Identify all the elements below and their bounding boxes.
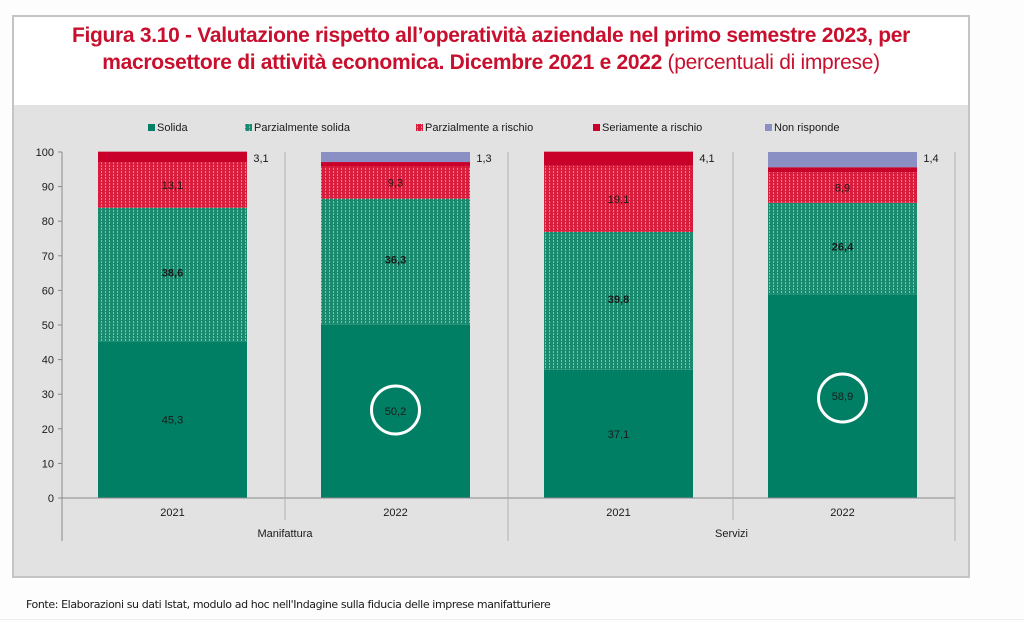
legend-swatch	[245, 124, 252, 131]
y-tick-label: 100	[36, 147, 54, 159]
data-label: 3,1	[253, 153, 268, 165]
data-label: 45,3	[162, 415, 183, 427]
y-tick-label: 70	[42, 251, 54, 263]
data-label: 8,9	[835, 182, 850, 194]
y-tick-label: 20	[42, 424, 54, 436]
legend-label: Solida	[157, 122, 188, 134]
legend-label: Non risponde	[774, 122, 839, 134]
legend-item-non-risponde: Non risponde	[765, 122, 839, 134]
y-tick-label: 30	[42, 389, 54, 401]
source-note: Fonte: Elaborazioni su dati Istat, modul…	[26, 598, 551, 611]
y-tick-label: 50	[42, 320, 54, 332]
x-tick-label: 2021	[606, 507, 630, 519]
x-group-label: Manifattura	[257, 528, 313, 540]
x-tick-label: 2022	[383, 507, 407, 519]
bar-segment-solida	[544, 369, 693, 498]
data-label: 37,1	[608, 429, 629, 441]
bar-segment-parzialmente-a-rischio	[544, 165, 693, 232]
bar-segment-seriamente-a-rischio	[768, 167, 917, 173]
y-axis: 0 10 20 30 40 50 60 70 80 90 100	[36, 147, 63, 505]
legend-label: Parzialmente a rischio	[425, 122, 533, 134]
bars	[98, 151, 917, 498]
bar-segment-parzialmente-solida	[544, 231, 693, 370]
bar-segment-solida	[768, 294, 917, 498]
legend-label: Seriamente a rischio	[602, 122, 702, 134]
data-label: 50,2	[385, 406, 406, 418]
data-label: 26,4	[832, 242, 854, 254]
bar-segment-solida	[98, 341, 247, 498]
y-tick-label: 10	[42, 458, 54, 470]
bar-segment-parzialmente-solida	[321, 198, 470, 325]
y-tick-label: 90	[42, 182, 54, 194]
value-labels: 45,3 38,6 13,1 3,1 50,2 36,3 9,3 1,3 37,1 39,8 19,…	[162, 153, 939, 441]
legend-item-parzialmente-a-rischio: Parzialmente a rischio	[416, 122, 533, 134]
data-label: 4,1	[699, 153, 714, 165]
legend-swatch	[148, 124, 155, 131]
x-tick-label: 2021	[160, 507, 184, 519]
legend-item-parzialmente-solida: Parzialmente solida	[245, 122, 351, 134]
data-label: 1,3	[476, 153, 491, 165]
bar-segment-non-risponde	[321, 152, 470, 163]
bar-segment-parzialmente-a-rischio	[768, 172, 917, 203]
x-tick-label: 2022	[830, 507, 854, 519]
legend-item-solida: Solida	[148, 122, 188, 134]
legend: Solida Parzialmente solida Parzialmente a …	[148, 122, 839, 134]
data-label: 13,1	[162, 180, 183, 192]
bar-segment-non-risponde	[768, 152, 917, 168]
chart-title-unit: (percentuali di imprese)	[662, 51, 881, 74]
bar-segment-solida	[321, 324, 470, 498]
legend-swatch	[593, 124, 600, 131]
y-tick-label: 40	[42, 355, 54, 367]
y-tick-label: 80	[42, 216, 54, 228]
y-tick-label: 0	[48, 493, 54, 505]
highlight-circle	[370, 384, 421, 436]
bar-segment-parzialmente-solida	[768, 202, 917, 295]
legend-swatch	[416, 124, 423, 131]
chart-title: Figura 3.10 - Valutazione rispetto all’o…	[14, 22, 968, 76]
legend-label: Parzialmente solida	[254, 122, 351, 134]
legend-swatch	[765, 124, 772, 131]
data-label: 9,3	[388, 178, 403, 190]
bar-segment-parzialmente-solida	[98, 207, 247, 342]
bar-segment-seriamente-a-rischio	[98, 151, 247, 163]
data-label: 36,3	[385, 255, 406, 267]
bar-segment-parzialmente-a-rischio	[321, 166, 470, 199]
bar-segment-seriamente-a-rischio	[321, 162, 470, 167]
highlight-circle	[817, 372, 868, 424]
legend-item-seriamente-a-rischio: Seriamente a rischio	[593, 122, 702, 134]
data-label: 38,6	[162, 267, 183, 279]
bar-segment-parzialmente-a-rischio	[98, 162, 247, 208]
y-tick-label: 60	[42, 285, 54, 297]
data-label: 58,9	[832, 391, 853, 403]
x-axis: 2021 2022 Manifattura 2021 2022 Servizi	[61, 152, 956, 541]
x-group-label: Servizi	[715, 528, 748, 540]
chart-title-main: Figura 3.10 - Valutazione rispetto all’o…	[71, 24, 911, 74]
bar-segment-seriamente-a-rischio	[544, 151, 693, 166]
data-label: 39,8	[608, 294, 629, 306]
data-label: 19,1	[608, 194, 629, 206]
page-divider	[0, 619, 1024, 620]
data-label: 1,4	[923, 153, 938, 165]
